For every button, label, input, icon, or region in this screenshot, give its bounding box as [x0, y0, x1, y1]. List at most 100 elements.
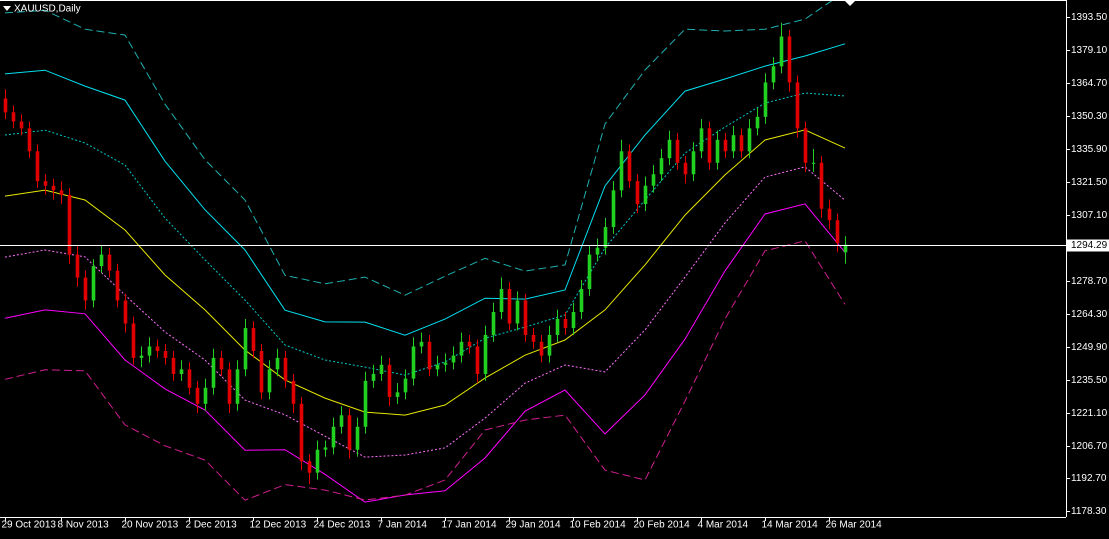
candle-body [123, 300, 128, 324]
candle-body [315, 449, 320, 473]
candle-body [363, 380, 368, 427]
candle-body [611, 190, 616, 228]
y-tick-label: 1192.70 [1071, 473, 1107, 484]
x-tick-label: 26 Mar 2014 [826, 520, 883, 531]
candle-body [371, 373, 376, 381]
candle-body [835, 220, 840, 244]
candle-body [747, 128, 752, 152]
candle-body [779, 36, 784, 67]
candle-body [59, 190, 64, 195]
candle-body [755, 116, 760, 129]
candle-body [251, 328, 256, 352]
candle-body [139, 355, 144, 358]
candle-body [11, 112, 16, 122]
candle-body [787, 36, 792, 83]
candle-body [259, 351, 264, 393]
candle-body [515, 300, 520, 324]
candle-body [459, 341, 464, 356]
candle-body [355, 426, 360, 450]
candle-body [419, 341, 424, 347]
x-tick-label: 7 Jan 2014 [378, 520, 428, 531]
candle-body [19, 121, 24, 129]
indicator-line [4, 92, 846, 376]
candle-body [491, 311, 496, 335]
candle-body [331, 426, 336, 448]
candle-body [387, 364, 392, 397]
candle-body [35, 151, 40, 182]
candle-body [731, 135, 736, 152]
candle-body [91, 266, 96, 301]
candle-body [635, 181, 640, 205]
indicator-line [4, 43, 846, 336]
y-tick-label: 1264.30 [1071, 309, 1108, 320]
candle-body [539, 341, 544, 356]
x-tick-label: 12 Dec 2013 [250, 520, 307, 531]
candle-body [83, 277, 88, 301]
candle-body [227, 369, 232, 404]
candle-body [179, 369, 184, 374]
candle-body [579, 289, 584, 312]
candle-body [483, 334, 488, 374]
candle-body [323, 447, 328, 450]
candle-body [523, 300, 528, 335]
candle-body [3, 98, 8, 113]
indicator-line [4, 0, 834, 296]
x-tick-label: 24 Dec 2013 [314, 520, 371, 531]
x-tick-label: 10 Feb 2014 [570, 520, 627, 531]
y-tick-label: 1321.50 [1071, 177, 1108, 188]
candle-body [411, 346, 416, 379]
candle-body [395, 392, 400, 397]
candle-body [643, 185, 648, 205]
candle-body [771, 66, 776, 83]
candle-body [291, 380, 296, 404]
x-tick-label: 29 Oct 2013 [2, 520, 57, 531]
x-tick-label: 17 Jan 2014 [442, 520, 497, 531]
candle-body [587, 254, 592, 290]
indicator-line [4, 129, 846, 416]
candle-body [683, 162, 688, 175]
last-price-label: 1294.29 [1071, 240, 1108, 251]
candle-body [75, 254, 80, 278]
chart-shift-marker[interactable] [845, 1, 855, 6]
y-tick-label: 1221.10 [1071, 408, 1108, 419]
candle-body [147, 346, 152, 356]
candle-body [203, 387, 208, 404]
candle-body [171, 357, 176, 374]
y-tick-label: 1350.30 [1071, 111, 1108, 122]
y-tick-label: 1393.50 [1071, 12, 1108, 23]
chart-title: XAUUSD,Daily [14, 4, 81, 15]
indicator-line [4, 203, 846, 503]
candle-body [667, 139, 672, 159]
candle-body [235, 369, 240, 404]
candle-body [555, 318, 560, 335]
candle-body [811, 162, 816, 164]
last-price-box [1067, 239, 1109, 252]
candle-body [243, 328, 248, 370]
y-tick-label: 1178.30 [1071, 506, 1107, 517]
candle-body [531, 334, 536, 342]
candle-body [67, 194, 72, 255]
candle-body [187, 369, 192, 388]
candle-body [403, 378, 408, 393]
candle-body [651, 174, 656, 186]
candle-body [379, 364, 384, 374]
candle-body [619, 151, 624, 191]
x-tick-label: 20 Nov 2013 [122, 520, 179, 531]
candle-body [347, 415, 352, 450]
menu-arrow[interactable] [3, 6, 11, 11]
candle-body [155, 346, 160, 352]
y-tick-label: 1379.10 [1071, 45, 1108, 56]
x-tick-label: 29 Jan 2014 [506, 520, 561, 531]
candle-body [507, 289, 512, 324]
candle-body [699, 128, 704, 152]
x-tick-label: 4 Mar 2014 [698, 520, 749, 531]
candle-body [51, 185, 56, 191]
candle-body [475, 346, 480, 374]
candle-body [99, 254, 104, 267]
indicator-line [4, 166, 846, 458]
candle-body [707, 128, 712, 163]
candle-body [571, 311, 576, 329]
indicator-line [4, 240, 846, 501]
